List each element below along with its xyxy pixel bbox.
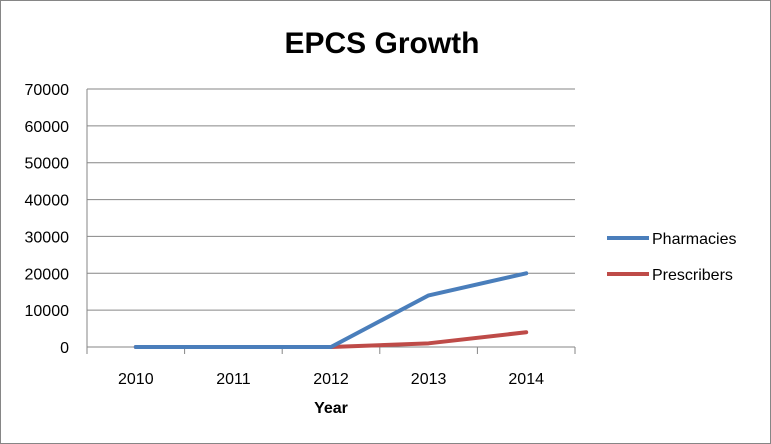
legend-label: Pharmacies bbox=[652, 231, 736, 248]
y-tick-label: 10000 bbox=[25, 303, 70, 320]
x-axis-title: Year bbox=[314, 400, 348, 417]
legend-label: Prescribers bbox=[652, 267, 733, 284]
y-tick-label: 30000 bbox=[25, 229, 70, 246]
x-tick-label: 2014 bbox=[508, 371, 544, 388]
y-tick-label: 50000 bbox=[25, 156, 70, 173]
x-tick-label: 2010 bbox=[118, 371, 154, 388]
y-tick-label: 40000 bbox=[25, 193, 70, 210]
x-tick-label: 2012 bbox=[313, 371, 349, 388]
y-tick-label: 0 bbox=[60, 340, 69, 357]
y-tick-label: 70000 bbox=[25, 82, 70, 99]
series-line-pharmacies bbox=[133, 271, 529, 349]
x-tick-label: 2013 bbox=[411, 371, 447, 388]
y-tick-label: 60000 bbox=[25, 119, 70, 136]
y-tick-label: 20000 bbox=[25, 266, 70, 283]
x-tick-label: 2011 bbox=[216, 371, 251, 388]
chart-title: EPCS Growth bbox=[284, 27, 479, 60]
